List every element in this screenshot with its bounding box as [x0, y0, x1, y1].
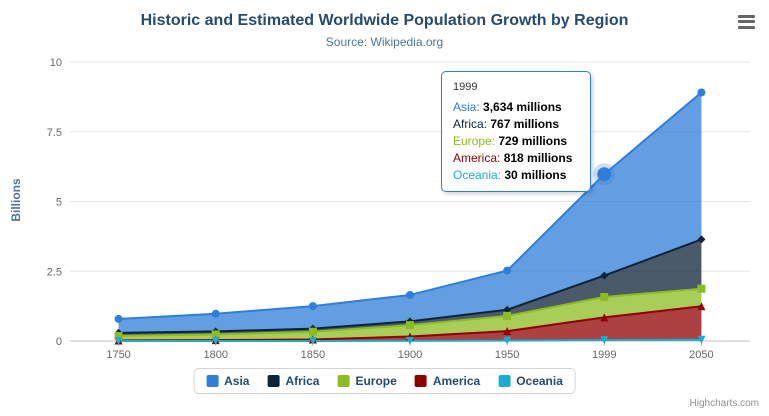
tooltip-series-name: America:	[453, 151, 504, 165]
tooltip-row-asia: Asia: 3,634 millions	[453, 99, 579, 116]
tooltip-row-america: America: 818 millions	[453, 150, 579, 167]
y-axis-label: 5	[56, 197, 62, 209]
marker-asia-1900[interactable]	[406, 290, 414, 299]
marker-america-2050[interactable]	[697, 302, 706, 311]
tooltip-series-value: 767 millions	[490, 117, 560, 131]
marker-oceania-1750[interactable]	[114, 336, 123, 345]
marker-asia-1950[interactable]	[503, 266, 512, 275]
legend-label: America	[432, 374, 481, 388]
tooltip-row-oceania: Oceania: 30 millions	[453, 167, 579, 184]
tooltip-series-value: 3,634 millions	[483, 100, 562, 114]
tooltip-series-value: 729 millions	[498, 134, 568, 148]
area-series-africa	[118, 239, 702, 336]
legend-swatch-icon	[337, 375, 350, 387]
legend-item-asia[interactable]: Asia	[206, 374, 249, 388]
tooltip-series-name: Oceania:	[453, 168, 505, 182]
marker-europe-1950[interactable]	[503, 311, 512, 320]
highcharts-credits-link[interactable]: Highcharts.com	[689, 398, 759, 409]
x-axis-label: 2050	[689, 349, 713, 361]
marker-europe-1999[interactable]	[600, 293, 609, 302]
legend-label: Asia	[224, 374, 250, 388]
legend-swatch-icon	[414, 375, 427, 387]
marker-america-1999[interactable]	[600, 313, 609, 322]
marker-oceania-1900[interactable]	[406, 336, 414, 345]
chart-context-menu-button[interactable]	[736, 10, 757, 33]
tooltip-row-europe: Europe: 729 millions	[453, 133, 579, 150]
marker-europe-1800[interactable]	[211, 330, 220, 339]
legend-item-africa[interactable]: Africa	[267, 374, 319, 388]
legend-swatch-icon	[206, 375, 219, 387]
hover-marker-asia[interactable]	[597, 167, 612, 182]
y-axis-label: 2.5	[47, 266, 62, 278]
marker-oceania-1950[interactable]	[503, 336, 512, 345]
x-axis-label: 1850	[301, 349, 325, 361]
x-axis-label: 1750	[106, 349, 130, 361]
marker-africa-2050[interactable]	[697, 235, 706, 244]
marker-oceania-1850[interactable]	[308, 336, 317, 345]
tooltip: 1999 Asia: 3,634 millions Africa: 767 mil…	[441, 71, 591, 192]
area-series-asia	[118, 92, 702, 333]
marker-oceania-1999[interactable]	[600, 336, 609, 345]
marker-europe-1750[interactable]	[114, 331, 123, 340]
legend-swatch-icon	[267, 375, 280, 387]
legend-item-europe[interactable]: Europe	[337, 374, 397, 388]
chart-title: Historic and Estimated Worldwide Populat…	[140, 12, 629, 29]
marker-oceania-2050[interactable]	[697, 335, 706, 344]
legend-label: Europe	[355, 374, 397, 388]
legend-item-oceania[interactable]: Oceania	[498, 374, 563, 388]
legend-item-america[interactable]: America	[414, 374, 481, 388]
marker-asia-2050[interactable]	[697, 88, 706, 97]
x-axis-label: 1900	[398, 349, 422, 361]
legend-swatch-icon	[498, 375, 511, 387]
tooltip-header: 1999	[453, 81, 478, 93]
tooltip-series-name: Asia:	[453, 100, 484, 114]
legend-label: Oceania	[516, 374, 563, 388]
tooltip-series-value: 818 millions	[503, 151, 573, 165]
legend-label: Africa	[285, 374, 320, 388]
x-axis-label: 1950	[495, 349, 519, 361]
marker-asia-1750[interactable]	[114, 314, 123, 323]
chart-subtitle: Source: Wikipedia.org	[325, 35, 444, 49]
legend: Asia Africa Europe America Oceania	[193, 368, 576, 394]
marker-asia-1800[interactable]	[211, 309, 220, 318]
y-axis-label: 10	[50, 57, 62, 69]
x-axis-label: 1999	[592, 349, 616, 361]
marker-africa-1950[interactable]	[503, 305, 512, 314]
hamburger-icon	[738, 14, 755, 18]
marker-africa-1999[interactable]	[600, 271, 609, 280]
marker-america-1950[interactable]	[503, 327, 512, 336]
y-axis-label: 0	[56, 336, 62, 348]
marker-asia-1850[interactable]	[308, 302, 317, 311]
y-axis-label: 7.5	[47, 127, 62, 139]
area-series-america	[118, 306, 702, 341]
marker-europe-1900[interactable]	[406, 321, 414, 330]
tooltip-series-value: 30 millions	[504, 168, 567, 182]
marker-europe-2050[interactable]	[697, 284, 706, 293]
tooltip-series-name: Europe:	[453, 134, 499, 148]
x-axis-label: 1800	[203, 349, 227, 361]
tooltip-row-africa: Africa: 767 millions	[453, 116, 579, 133]
tooltip-series-name: Africa:	[453, 117, 491, 131]
marker-europe-1850[interactable]	[308, 327, 317, 336]
marker-oceania-1800[interactable]	[211, 336, 220, 345]
